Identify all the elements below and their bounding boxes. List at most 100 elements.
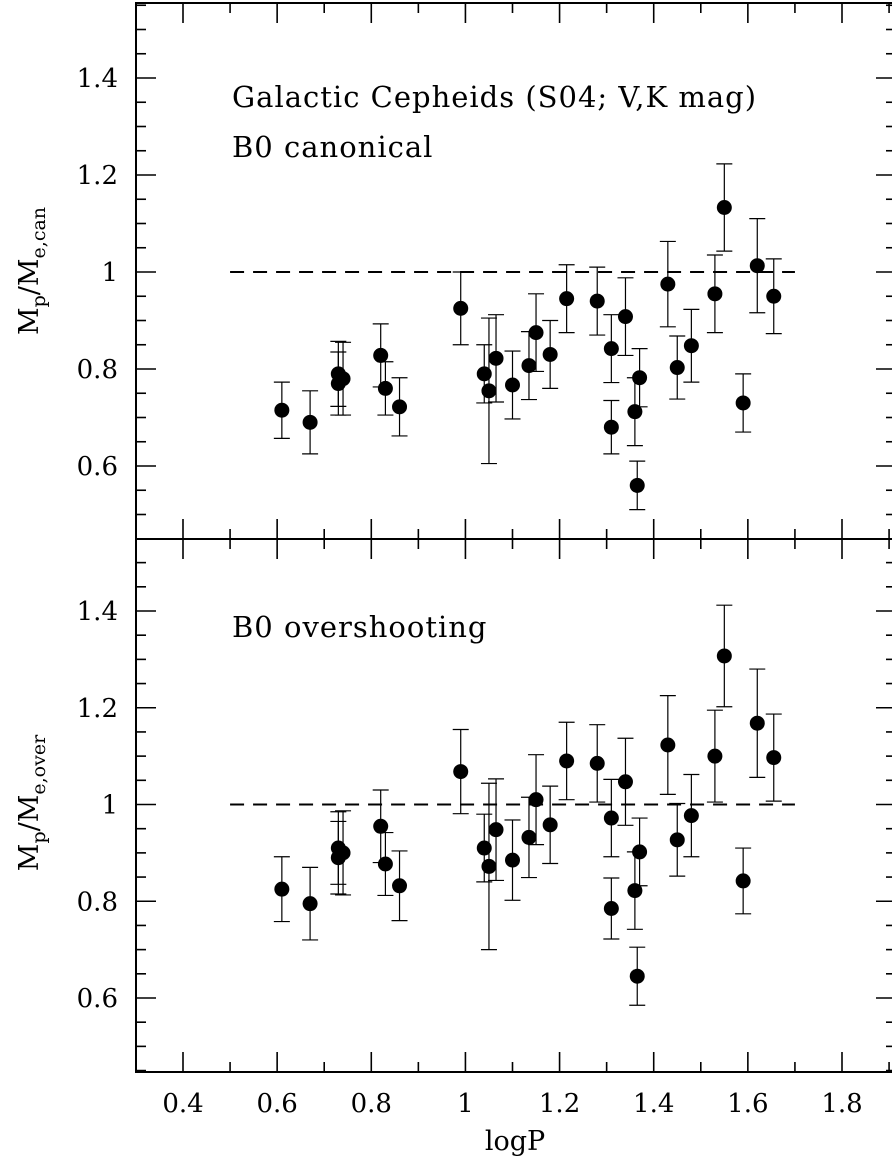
- data-point: [476, 344, 493, 404]
- point-marker: [716, 648, 732, 664]
- bottom-panel-frame: [135, 538, 892, 1073]
- bottom-y-axis-title: Mp/Me,over: [14, 734, 50, 871]
- data-point: [372, 789, 389, 864]
- data-point: [683, 308, 700, 383]
- data-point: [629, 460, 646, 511]
- ylabel-sep: /M: [14, 258, 45, 295]
- point-marker: [302, 896, 318, 912]
- data-point: [542, 319, 559, 389]
- ylabel-sub: p: [28, 295, 50, 307]
- data-point: [589, 266, 606, 336]
- data-point: [302, 866, 319, 941]
- data-point: [617, 277, 634, 357]
- point-marker: [632, 370, 648, 386]
- data-point: [749, 668, 766, 779]
- data-point: [631, 817, 648, 887]
- point-marker: [335, 371, 351, 387]
- data-point: [377, 831, 394, 897]
- point-marker: [453, 764, 469, 780]
- point-marker: [617, 309, 633, 325]
- data-point: [603, 877, 620, 940]
- data-point: [706, 254, 723, 334]
- ylabel-sub: p: [28, 831, 50, 843]
- x-tick-label: 0.6: [256, 1089, 297, 1119]
- point-marker: [627, 883, 643, 899]
- data-point: [626, 377, 643, 447]
- point-marker: [274, 881, 290, 897]
- point-marker: [707, 286, 723, 302]
- x-tick-label: 1.8: [821, 1089, 862, 1119]
- point-marker: [749, 715, 765, 731]
- x-tick-label: 0.4: [162, 1089, 203, 1119]
- point-marker: [528, 792, 544, 808]
- y-tick-label: 0.8: [77, 355, 118, 385]
- data-point: [520, 796, 537, 879]
- point-marker: [629, 477, 645, 493]
- point-marker: [505, 377, 520, 393]
- point-marker: [377, 380, 393, 396]
- point-marker: [476, 840, 492, 856]
- data-point: [765, 258, 782, 335]
- data-point: [391, 377, 408, 437]
- x-tick-label: 1: [457, 1089, 474, 1119]
- data-point: [504, 819, 521, 901]
- point-marker: [453, 300, 469, 316]
- data-point: [377, 361, 394, 416]
- point-marker: [481, 383, 497, 399]
- data-point: [716, 163, 733, 252]
- data-point: [452, 728, 469, 815]
- y-tick-label: 1.2: [77, 161, 118, 191]
- data-point: [335, 341, 352, 416]
- point-marker: [488, 350, 504, 366]
- y-tick-label: 1.4: [77, 64, 118, 94]
- y-tick-label: 0.6: [77, 984, 118, 1014]
- data-point: [558, 721, 575, 801]
- point-marker: [392, 399, 408, 415]
- bottom-panel: 0.6 0.8 1 1.2 1.4 0.4 0.6 0.8 1 1.2 1.4 1.6 1.8 B0 …: [14, 538, 892, 1157]
- point-marker: [377, 856, 393, 872]
- point-marker: [559, 753, 575, 769]
- data-point: [504, 350, 521, 420]
- data-point: [706, 709, 723, 803]
- y-tick-label: 1.2: [77, 694, 118, 724]
- ylabel-sep: /M: [14, 795, 45, 832]
- point-marker: [476, 366, 492, 382]
- bottom-panel-y-tick-labels: 0.6 0.8 1 1.2 1.4: [77, 597, 118, 1014]
- point-marker: [603, 810, 619, 826]
- top-annotation-title: Galactic Cepheids (S04; V,K mag): [232, 80, 757, 114]
- data-point: [372, 323, 389, 388]
- data-point: [302, 390, 319, 455]
- y-tick-label: 1: [101, 791, 118, 821]
- y-tick-label: 1: [101, 258, 118, 288]
- data-point: [273, 856, 290, 923]
- data-point: [659, 240, 676, 328]
- y-tick-label: 0.6: [77, 452, 118, 482]
- x-axis-title: logP: [485, 1126, 545, 1157]
- data-point: [488, 778, 505, 882]
- point-marker: [335, 845, 351, 861]
- x-tick-label: 0.8: [351, 1089, 392, 1119]
- point-marker: [766, 288, 782, 304]
- data-point: [735, 373, 752, 433]
- point-marker: [528, 325, 544, 341]
- point-marker: [589, 755, 605, 771]
- data-point: [589, 724, 606, 803]
- point-marker: [542, 346, 558, 362]
- point-marker: [629, 968, 645, 984]
- point-marker: [617, 774, 633, 790]
- point-marker: [274, 402, 290, 418]
- point-marker: [302, 414, 318, 430]
- data-point: [631, 348, 648, 408]
- data-point: [669, 802, 686, 877]
- point-marker: [632, 844, 648, 860]
- point-marker: [735, 395, 751, 411]
- point-marker: [669, 832, 685, 848]
- data-point: [542, 785, 559, 865]
- top-annotation-model: B0 canonical: [232, 130, 433, 164]
- point-marker: [521, 829, 537, 845]
- x-tick-labels: 0.4 0.6 0.8 1 1.2 1.4 1.6 1.8: [162, 1089, 862, 1119]
- y-tick-label: 0.8: [77, 887, 118, 917]
- data-point: [629, 946, 646, 1006]
- point-marker: [766, 750, 782, 766]
